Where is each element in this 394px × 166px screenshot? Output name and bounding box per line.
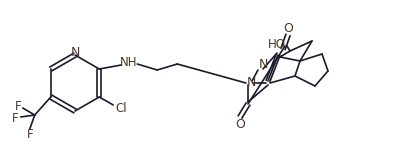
Text: F: F (15, 99, 21, 113)
Text: F: F (11, 112, 18, 124)
Text: O: O (235, 118, 245, 130)
Text: O: O (283, 22, 293, 35)
Text: N: N (70, 45, 80, 58)
Text: N: N (246, 76, 256, 88)
Text: HO: HO (268, 38, 286, 50)
Text: Cl: Cl (115, 102, 127, 116)
Text: NH: NH (119, 55, 137, 69)
Text: N: N (258, 57, 268, 71)
Text: F: F (26, 128, 33, 141)
